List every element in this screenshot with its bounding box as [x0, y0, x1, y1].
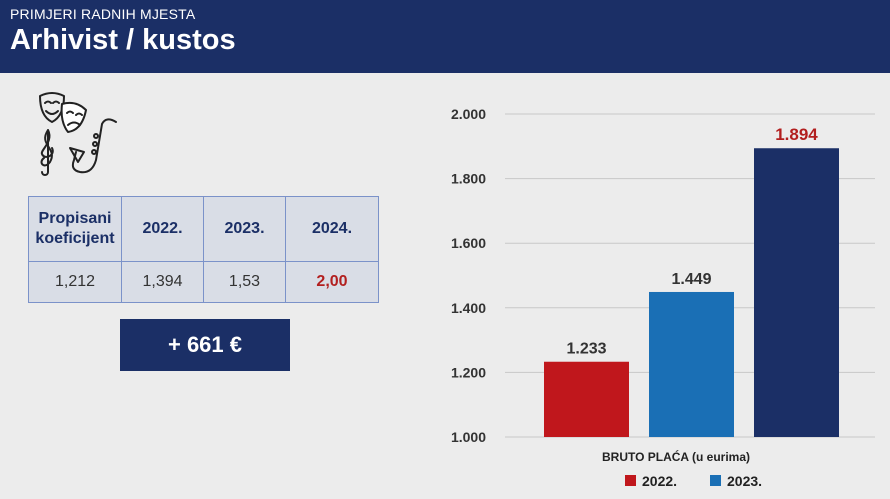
table-header-row: Propisani koeficijent 2022. 2023. 2024. — [28, 196, 379, 262]
value-2024: 2,00 — [285, 261, 379, 303]
bar-2023 — [649, 291, 734, 437]
y-tick-label: 1.000 — [451, 429, 486, 445]
legend-label: 2023. — [727, 473, 762, 489]
legend-label: 2022. — [642, 473, 677, 489]
header-banner: PRIMJERI RADNIH MJESTA Arhivist / kustos — [0, 0, 890, 73]
bar-2022 — [544, 361, 629, 437]
y-tick-label: 1.400 — [451, 300, 486, 316]
header-2024: 2024. — [285, 196, 379, 262]
theatre-masks-music-icon — [39, 92, 117, 176]
header-coefficient: Propisani koeficijent — [28, 196, 122, 262]
y-tick-label: 1.200 — [451, 364, 486, 380]
coefficient-table: Propisani koeficijent 2022. 2023. 2024. … — [28, 196, 379, 303]
x-axis-label: BRUTO PLAĆA (u eurima) — [602, 449, 750, 464]
salary-bar-chart: 1.000 1.200 1.400 1.600 1.800 2.000 1.233 1.449… — [451, 106, 875, 489]
salary-increase-badge: + 661 € — [120, 319, 290, 371]
bar-value-label: 1.233 — [566, 341, 606, 358]
y-tick-label: 2.000 — [451, 106, 486, 122]
section-label: PRIMJERI RADNIH MJESTA — [10, 6, 196, 22]
y-tick-label: 1.600 — [451, 235, 486, 251]
header-2023: 2023. — [203, 196, 286, 262]
header-2022: 2022. — [121, 196, 204, 262]
legend-swatch — [710, 475, 721, 486]
bar-value-label: 1.449 — [671, 271, 711, 288]
y-tick-label: 1.800 — [451, 171, 486, 187]
value-2022: 1,394 — [121, 261, 204, 303]
value-base: 1,212 — [28, 261, 122, 303]
bar-value-label: 1.894 — [775, 125, 818, 144]
bar-2024 — [754, 148, 839, 437]
value-2023: 1,53 — [203, 261, 286, 303]
legend-swatch — [625, 475, 636, 486]
page-title: Arhivist / kustos — [10, 24, 236, 56]
table-row: 1,212 1,394 1,53 2,00 — [28, 261, 379, 303]
